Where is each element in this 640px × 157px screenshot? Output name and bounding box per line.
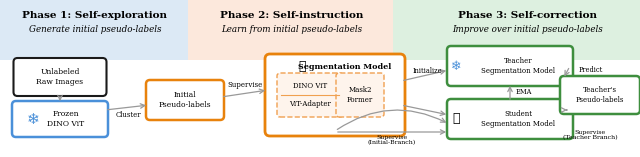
Text: Unlabeled
Raw Images: Unlabeled Raw Images: [36, 68, 84, 86]
Text: Phase 2: Self-instruction: Phase 2: Self-instruction: [220, 11, 364, 21]
FancyBboxPatch shape: [447, 46, 573, 86]
Text: Predict: Predict: [579, 66, 604, 74]
FancyBboxPatch shape: [146, 80, 224, 120]
FancyBboxPatch shape: [277, 73, 343, 117]
FancyBboxPatch shape: [12, 101, 108, 137]
FancyBboxPatch shape: [447, 99, 573, 139]
Text: Supervise: Supervise: [227, 81, 262, 89]
FancyBboxPatch shape: [560, 76, 640, 114]
Bar: [0, 0, 188, 60]
Text: DINO ViT: DINO ViT: [293, 82, 327, 90]
Text: Supervise
(Initial-Branch): Supervise (Initial-Branch): [368, 135, 416, 146]
Text: ❄: ❄: [27, 111, 40, 127]
Text: 🔥: 🔥: [298, 60, 306, 73]
FancyBboxPatch shape: [13, 58, 106, 96]
Text: Phase 3: Self-correction: Phase 3: Self-correction: [458, 11, 598, 21]
Text: 🔥: 🔥: [452, 113, 460, 125]
Text: ❄: ❄: [451, 60, 461, 73]
Text: Learn from initial pseudo-labels: Learn from initial pseudo-labels: [221, 24, 363, 33]
Bar: [188, 0, 393, 60]
Text: Initialize: Initialize: [412, 67, 442, 75]
Text: EMA: EMA: [516, 88, 532, 96]
Text: Cluster: Cluster: [115, 111, 141, 119]
Text: Teacher's
Pseudo-labels: Teacher's Pseudo-labels: [576, 86, 624, 104]
Text: Supervise
(Teacher Branch): Supervise (Teacher Branch): [563, 130, 618, 141]
Text: Improve over initial pseudo-labels: Improve over initial pseudo-labels: [452, 24, 604, 33]
FancyBboxPatch shape: [336, 73, 384, 117]
Text: Mask2
Former: Mask2 Former: [347, 86, 373, 104]
Text: Generate initial pseudo-labels: Generate initial pseudo-labels: [29, 24, 161, 33]
Text: ViT-Adapter: ViT-Adapter: [289, 100, 331, 108]
Bar: [393, 0, 640, 60]
Text: Student
Segmentation Model: Student Segmentation Model: [481, 110, 555, 128]
Text: Segmentation Model: Segmentation Model: [298, 63, 392, 71]
Text: Phase 1: Self-exploration: Phase 1: Self-exploration: [22, 11, 168, 21]
Text: Frozen
DINO ViT: Frozen DINO ViT: [47, 110, 84, 128]
Text: Initial
Pseudo-labels: Initial Pseudo-labels: [159, 91, 211, 109]
FancyBboxPatch shape: [265, 54, 405, 136]
Text: Teacher
Segmentation Model: Teacher Segmentation Model: [481, 57, 555, 75]
